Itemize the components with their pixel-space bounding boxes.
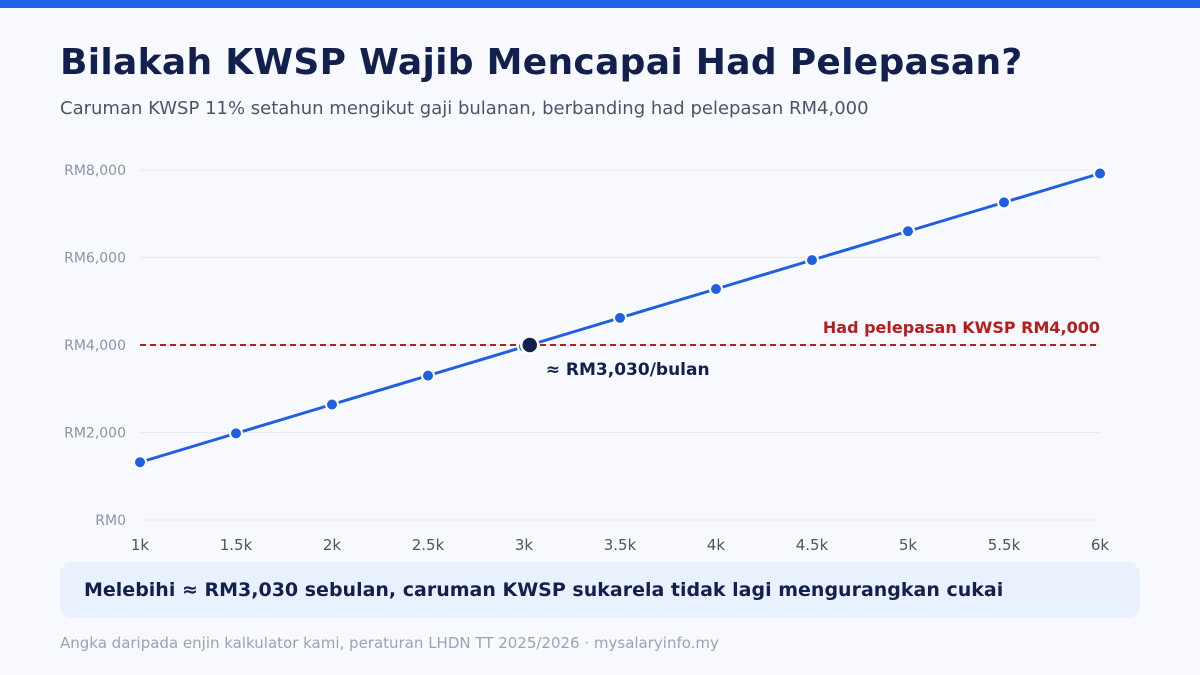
x-tick-label: 3.5k — [604, 536, 637, 554]
data-point — [229, 426, 243, 441]
chart-title: Bilakah KWSP Wajib Mencapai Had Pelepasa… — [60, 42, 1023, 83]
line-chart: RM0 RM2,000 RM4,000 RM6,000 RM8,000 1k 1.5k 2k 2… — [64, 163, 1110, 554]
y-tick-label: RM2,000 — [64, 426, 126, 442]
x-tick-label: 5k — [899, 536, 918, 554]
x-tick-label: 1k — [131, 536, 150, 554]
crossing-point-label: ≈ RM3,030/bulan — [546, 360, 710, 380]
data-point — [325, 397, 339, 412]
data-point — [421, 368, 435, 383]
data-point — [805, 253, 819, 268]
x-tick-label: 4k — [707, 536, 726, 554]
data-point — [613, 310, 627, 325]
data-point — [1093, 166, 1107, 181]
chart-subtitle: Caruman KWSP 11% setahun mengikut gaji b… — [60, 98, 869, 119]
top-accent-bar — [0, 0, 1200, 8]
y-tick-label: RM0 — [95, 513, 126, 529]
y-tick-label: RM4,000 — [64, 338, 126, 354]
source-footer: Angka daripada enjin kalkulator kami, pe… — [60, 634, 719, 652]
data-point — [901, 224, 915, 239]
x-tick-label: 4.5k — [796, 536, 829, 554]
y-tick-label: RM8,000 — [64, 163, 126, 179]
x-tick-label: 6k — [1091, 536, 1110, 554]
data-point — [133, 455, 147, 470]
crossing-point — [520, 335, 540, 355]
x-tick-label: 5.5k — [988, 536, 1021, 554]
data-point — [997, 195, 1011, 210]
x-tick-label: 2k — [323, 536, 342, 554]
data-point — [709, 282, 723, 296]
callout-text: Melebihi ≈ RM3,030 sebulan, caruman KWSP… — [84, 579, 1004, 601]
y-tick-label: RM6,000 — [64, 251, 126, 267]
callout-box: Melebihi ≈ RM3,030 sebulan, caruman KWSP… — [60, 562, 1140, 618]
x-tick-label: 1.5k — [220, 536, 253, 554]
reference-line-label: Had pelepasan KWSP RM4,000 — [823, 318, 1100, 337]
x-tick-label: 3k — [515, 536, 534, 554]
x-tick-label: 2.5k — [412, 536, 445, 554]
